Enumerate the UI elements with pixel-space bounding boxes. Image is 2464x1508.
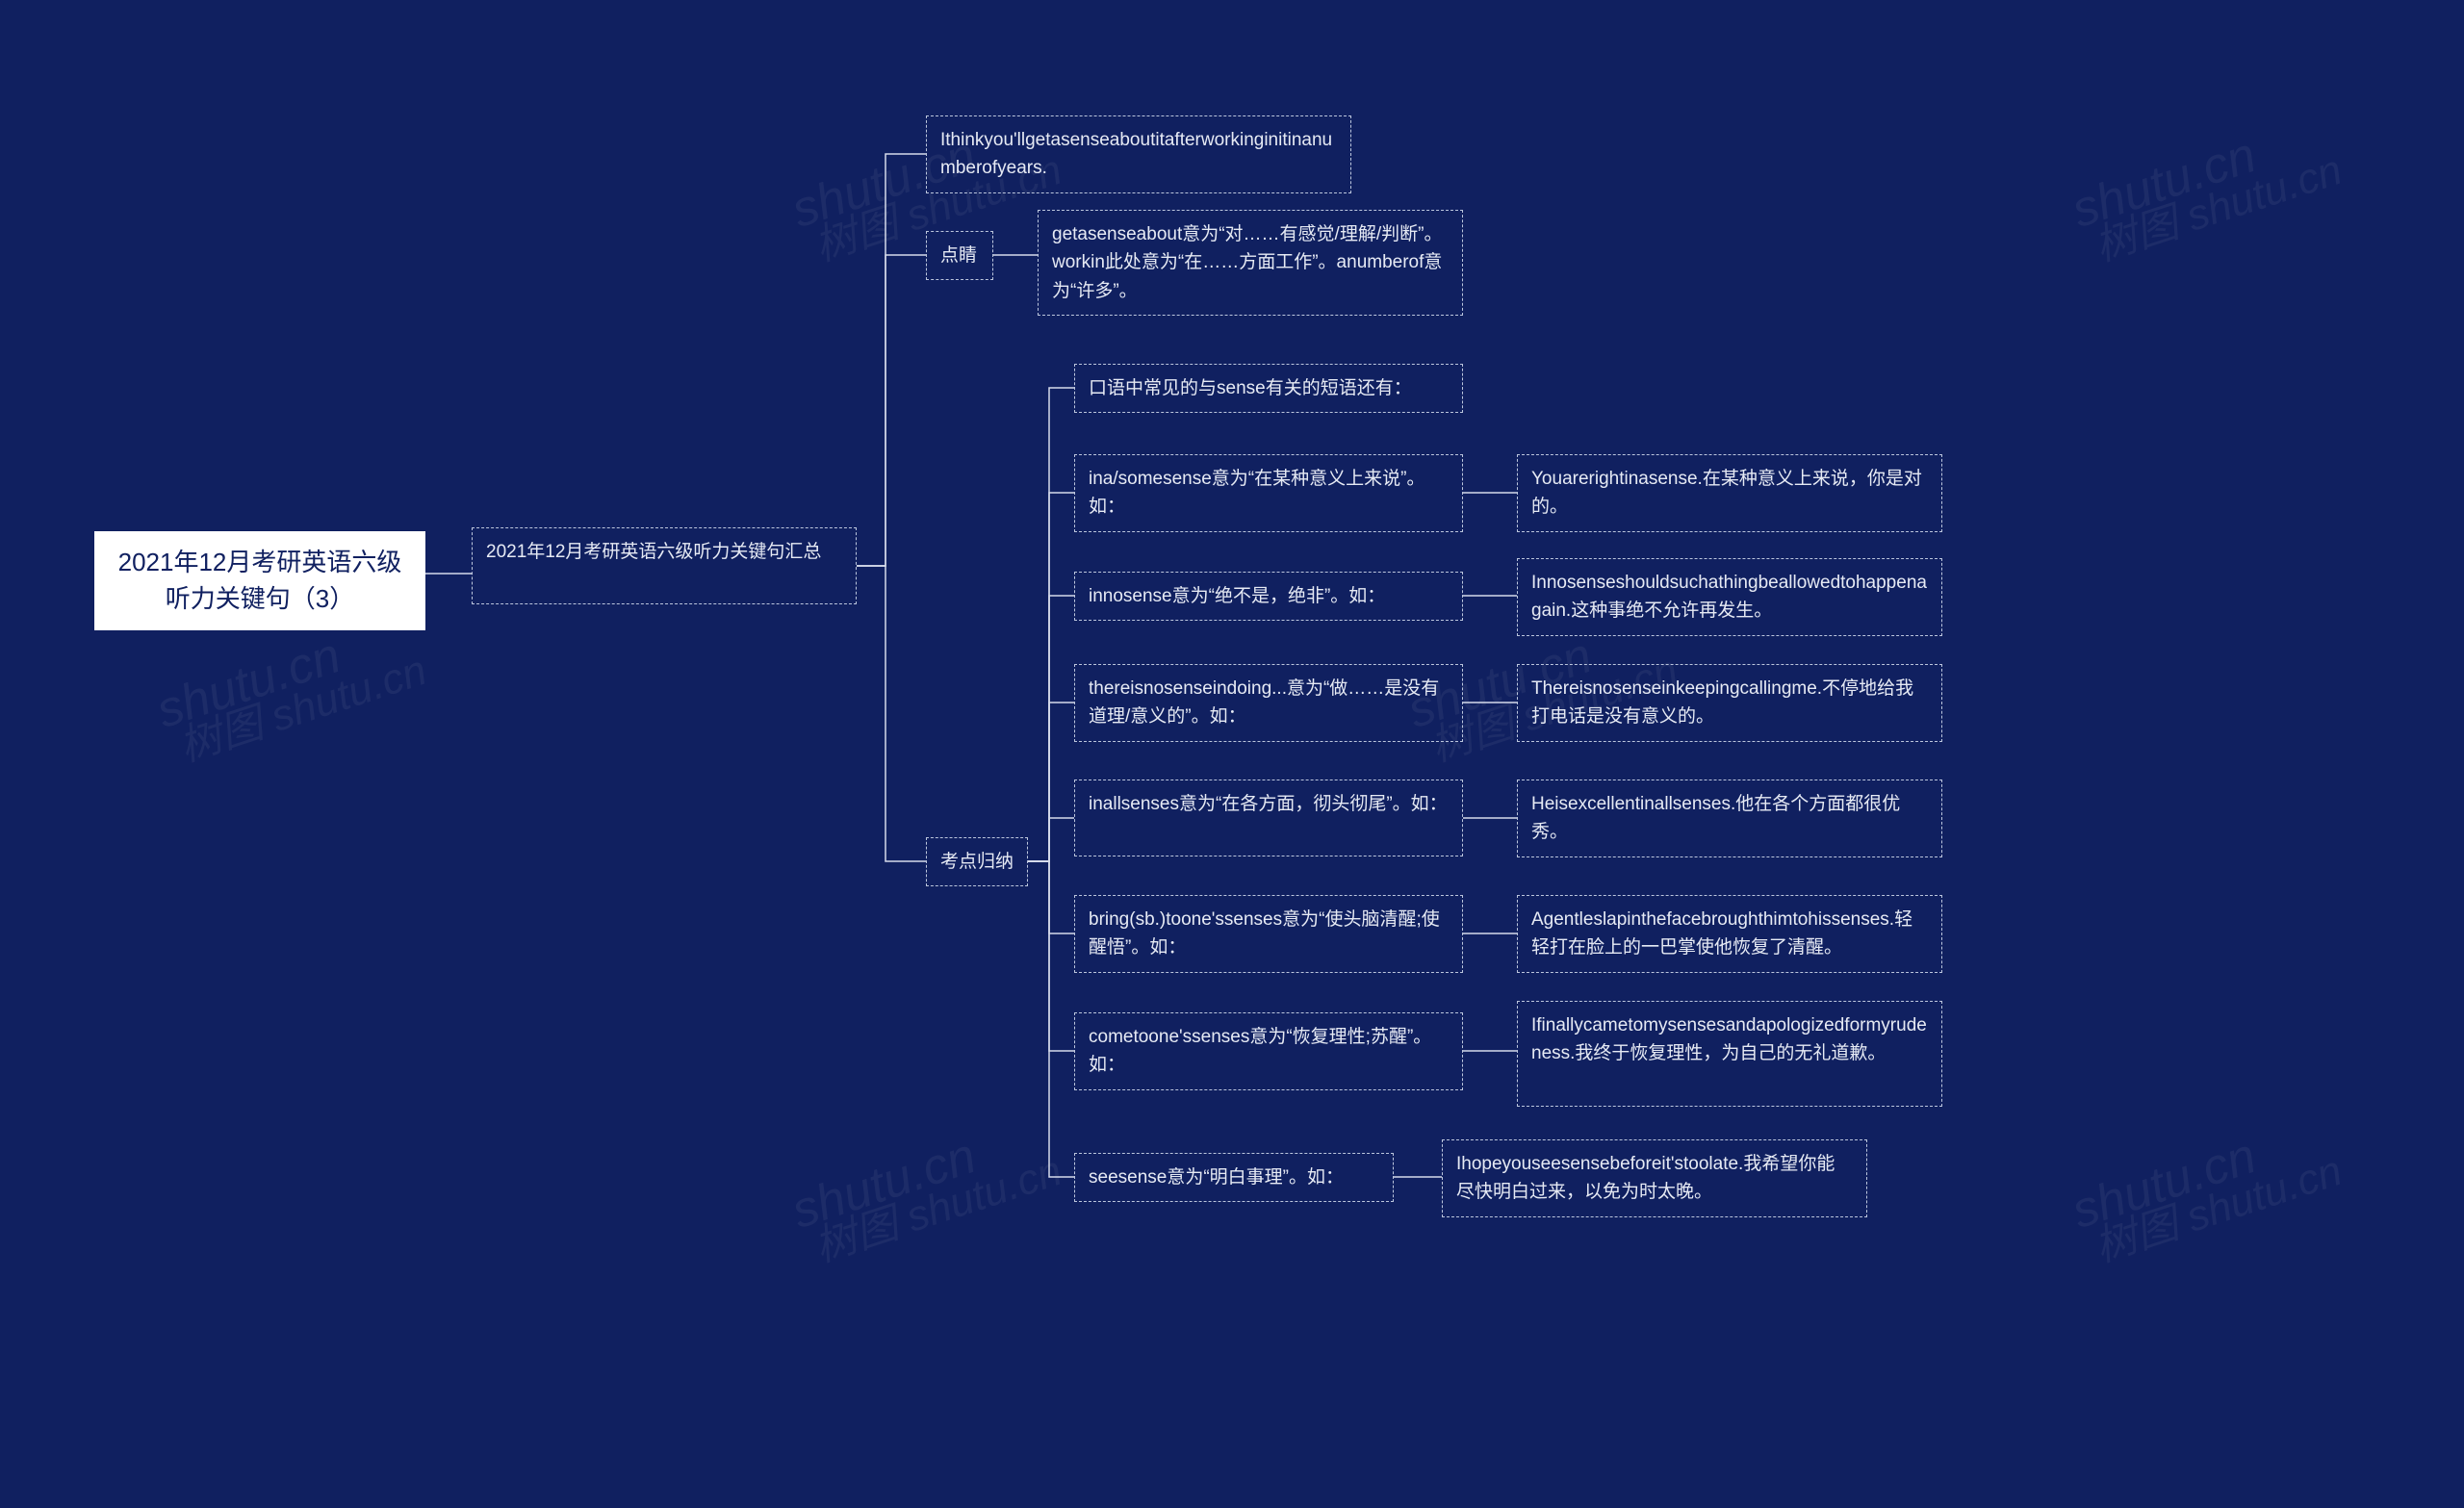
kp1-text: 口语中常见的与sense有关的短语还有： [1089,378,1412,398]
kp5-text: inallsenses意为“在各方面，彻头彻尾”。如： [1089,794,1448,814]
kp6-text: bring(sb.)toone'ssenses意为“使头脑清醒;使醒悟”。如： [1089,909,1440,958]
kp2-example: Youarerightinasense.在某种意义上来说，你是对的。 [1517,454,1942,532]
kp6-node: bring(sb.)toone'ssenses意为“使头脑清醒;使醒悟”。如： [1074,895,1463,973]
kp5-ex-text: Heisexcellentinallsenses.他在各个方面都很优秀。 [1531,794,1900,842]
kp4-example: Thereisnosenseinkeepingcallingme.不停地给我打电… [1517,664,1942,742]
watermark: 树图 shutu.cn [806,1136,1068,1273]
dianjing-node: getasenseabout意为“对……有感觉/理解/判断”。workin此处意… [1038,210,1463,316]
kp3-ex-text: Innosenseshouldsuchathingbeallowedtohapp… [1531,573,1927,621]
kp8-ex-text: Ihopeyouseesensebeforeit'stoolate.我希望你能尽… [1456,1154,1835,1202]
watermark: shutu.cn [785,1127,983,1240]
kaodian-label: 考点归纳 [926,837,1028,886]
kp7-ex-text: Ifinallycametomysensesandapologizedformy… [1531,1015,1927,1063]
dianjing-text: getasenseabout意为“对……有感觉/理解/判断”。workin此处意… [1052,224,1442,301]
watermark: shutu.cn [2066,126,2263,240]
root-node: 2021年12月考研英语六级 听力关键句（3） [94,531,425,630]
watermark: 树图 shutu.cn [2086,1136,2348,1273]
dianjing-label-text: 点睛 [940,245,977,266]
kp4-node: thereisnosenseindoing...意为“做……是没有道理/意义的”… [1074,664,1463,742]
watermark: 树图 shutu.cn [2086,135,2348,272]
dianjing-label: 点睛 [926,231,993,280]
kp3-text: innosense意为“绝不是，绝非”。如： [1089,586,1385,606]
watermark: shutu.cn [2066,1127,2263,1240]
kp6-ex-text: Agentleslapinthefacebroughthimtohissense… [1531,909,1912,958]
kp3-example: Innosenseshouldsuchathingbeallowedtohapp… [1517,558,1942,636]
sentence-text: Ithinkyou'llgetasenseaboutitafterworking… [940,130,1332,178]
kp2-node: ina/somesense意为“在某种意义上来说”。如： [1074,454,1463,532]
kp6-example: Agentleslapinthefacebroughthimtohissense… [1517,895,1942,973]
kp4-ex-text: Thereisnosenseinkeepingcallingme.不停地给我打电… [1531,678,1913,727]
kp2-text: ina/somesense意为“在某种意义上来说”。如： [1089,469,1424,517]
watermark: 树图 shutu.cn [170,635,433,773]
kp3-node: innosense意为“绝不是，绝非”。如： [1074,572,1463,621]
watermark: shutu.cn [150,626,347,740]
sentence-node: Ithinkyou'llgetasenseaboutitafterworking… [926,115,1351,193]
kp8-text: seesense意为“明白事理”。如： [1089,1167,1344,1188]
kp8-example: Ihopeyouseesensebeforeit'stoolate.我希望你能尽… [1442,1139,1867,1217]
kp4-text: thereisnosenseindoing...意为“做……是没有道理/意义的”… [1089,678,1439,727]
kp7-node: cometoone'ssenses意为“恢复理性;苏醒”。如： [1074,1012,1463,1090]
level1-node: 2021年12月考研英语六级听力关键句汇总 [472,527,857,604]
root-line1: 2021年12月考研英语六级 [114,545,406,581]
level1-text: 2021年12月考研英语六级听力关键句汇总 [486,542,821,562]
kp1-node: 口语中常见的与sense有关的短语还有： [1074,364,1463,413]
root-line2: 听力关键句（3） [114,581,406,618]
kp5-node: inallsenses意为“在各方面，彻头彻尾”。如： [1074,780,1463,856]
kp8-node: seesense意为“明白事理”。如： [1074,1153,1394,1202]
kp7-text: cometoone'ssenses意为“恢复理性;苏醒”。如： [1089,1027,1431,1075]
kp2-ex-text: Youarerightinasense.在某种意义上来说，你是对的。 [1531,469,1922,517]
kp7-example: Ifinallycametomysensesandapologizedformy… [1517,1001,1942,1107]
kaodian-label-text: 考点归纳 [940,852,1014,872]
kp5-example: Heisexcellentinallsenses.他在各个方面都很优秀。 [1517,780,1942,857]
